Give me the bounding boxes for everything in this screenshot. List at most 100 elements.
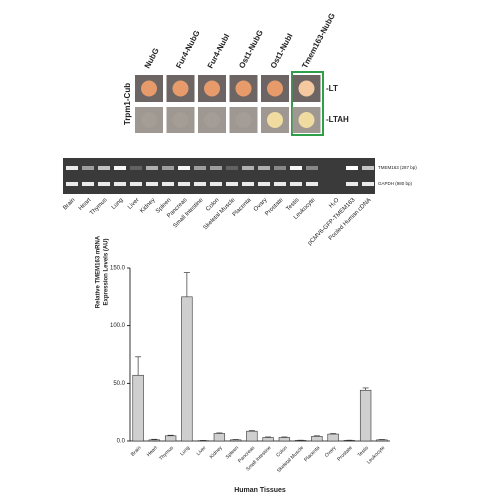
colony bbox=[141, 80, 157, 97]
column-label: Fur4-NubI bbox=[206, 32, 232, 70]
colony bbox=[204, 112, 220, 128]
row-label: -LT bbox=[326, 84, 338, 93]
column-label: Ost1-NubG bbox=[237, 28, 265, 70]
bar bbox=[246, 430, 258, 442]
x-tick-label: Thymus bbox=[158, 445, 175, 462]
bar bbox=[181, 296, 193, 442]
colony bbox=[204, 80, 220, 97]
x-tick-label: Placenta bbox=[303, 445, 321, 463]
bar bbox=[376, 439, 388, 442]
band bbox=[290, 166, 302, 170]
band bbox=[178, 166, 190, 170]
colony bbox=[172, 112, 189, 128]
error-bar bbox=[248, 430, 255, 432]
lane-label: Small Intestine bbox=[172, 197, 205, 230]
band bbox=[242, 182, 254, 186]
band bbox=[82, 182, 94, 186]
band bbox=[114, 166, 126, 170]
column-label: Tmem163-NubG bbox=[300, 12, 337, 70]
lane-label: Brain bbox=[62, 197, 76, 211]
bar bbox=[229, 439, 242, 442]
bar bbox=[311, 436, 323, 442]
bar bbox=[148, 439, 161, 442]
colony bbox=[172, 80, 189, 97]
error-bar bbox=[362, 387, 369, 391]
error-bar bbox=[151, 438, 158, 440]
y-tick-label: 150.0 bbox=[110, 266, 126, 272]
bar bbox=[213, 433, 226, 442]
lane-label: Thymus bbox=[89, 197, 108, 216]
colony bbox=[267, 80, 283, 97]
band bbox=[162, 182, 174, 186]
lane-label: Lung bbox=[111, 197, 125, 211]
colony bbox=[267, 112, 283, 128]
error-bar bbox=[313, 435, 320, 437]
error-bar bbox=[216, 432, 223, 434]
band bbox=[242, 166, 254, 170]
x-tick-label: Leukocyte bbox=[366, 445, 387, 466]
x-tick-label: Testis bbox=[357, 445, 371, 459]
y-tick-label: 0.0 bbox=[117, 439, 126, 445]
y-axis-label: Expression Levels (AU) bbox=[104, 238, 110, 305]
error-bar bbox=[281, 436, 288, 438]
x-tick-label: Ovary bbox=[324, 445, 338, 459]
column-label: NubG bbox=[143, 46, 161, 69]
x-tick-label: Brain bbox=[130, 445, 143, 458]
band bbox=[346, 182, 358, 186]
bar bbox=[278, 437, 291, 442]
band bbox=[274, 182, 286, 186]
row-label: -LTAH bbox=[326, 115, 349, 124]
error-bar bbox=[330, 433, 337, 435]
band bbox=[362, 166, 374, 170]
band bbox=[162, 166, 174, 170]
band bbox=[194, 166, 206, 170]
bar bbox=[327, 433, 339, 442]
bar bbox=[262, 437, 274, 442]
band bbox=[290, 182, 302, 186]
band bbox=[258, 166, 270, 170]
colony bbox=[235, 80, 252, 97]
band bbox=[98, 182, 110, 186]
x-tick-label: Kidney bbox=[209, 445, 224, 460]
error-bar bbox=[265, 436, 272, 438]
band bbox=[66, 166, 78, 170]
x-tick-label: Heart bbox=[146, 445, 159, 458]
column-label: Ost1-NubI bbox=[269, 32, 295, 70]
band bbox=[226, 166, 238, 170]
band bbox=[226, 182, 238, 186]
colony bbox=[141, 112, 157, 128]
band bbox=[114, 182, 126, 186]
error-bar bbox=[135, 356, 142, 376]
x-tick-label: Liver bbox=[196, 445, 208, 457]
band bbox=[146, 166, 158, 170]
band bbox=[210, 166, 222, 170]
bar bbox=[164, 435, 177, 442]
x-tick-label: Prostate bbox=[336, 445, 354, 463]
y-axis-label: Relative TMEM163 mRNA bbox=[96, 235, 102, 308]
error-bar bbox=[167, 434, 174, 436]
band bbox=[362, 182, 374, 186]
bar bbox=[132, 374, 144, 442]
band bbox=[306, 182, 318, 186]
band bbox=[346, 166, 358, 170]
band bbox=[306, 166, 318, 170]
band bbox=[194, 182, 206, 186]
lane-label: Prostate bbox=[264, 197, 285, 218]
highlight-box bbox=[291, 71, 324, 136]
band bbox=[178, 182, 190, 186]
band bbox=[258, 182, 270, 186]
band bbox=[274, 166, 286, 170]
bar bbox=[359, 389, 372, 442]
error-bar bbox=[183, 272, 190, 297]
colony bbox=[298, 80, 315, 97]
lane-label: Kidney bbox=[139, 197, 156, 214]
x-axis-label: Human Tissues bbox=[234, 487, 286, 494]
band bbox=[66, 182, 78, 186]
colony bbox=[298, 112, 315, 128]
band-label: GAPDH (980 bp) bbox=[378, 181, 413, 186]
x-tick-label: Colon bbox=[275, 445, 289, 459]
band bbox=[82, 166, 94, 170]
x-tick-label: Lung bbox=[179, 445, 191, 457]
band-label: TMEM163 (287 bp) bbox=[378, 165, 417, 170]
